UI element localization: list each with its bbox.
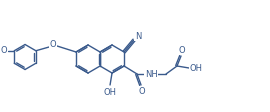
Text: OH: OH bbox=[190, 64, 202, 72]
Text: N: N bbox=[135, 31, 141, 41]
Text: O: O bbox=[139, 86, 145, 96]
Text: OH: OH bbox=[104, 87, 117, 97]
Text: O: O bbox=[1, 46, 8, 55]
Text: O: O bbox=[50, 40, 56, 48]
Text: O: O bbox=[179, 45, 185, 55]
Text: NH: NH bbox=[145, 70, 157, 79]
